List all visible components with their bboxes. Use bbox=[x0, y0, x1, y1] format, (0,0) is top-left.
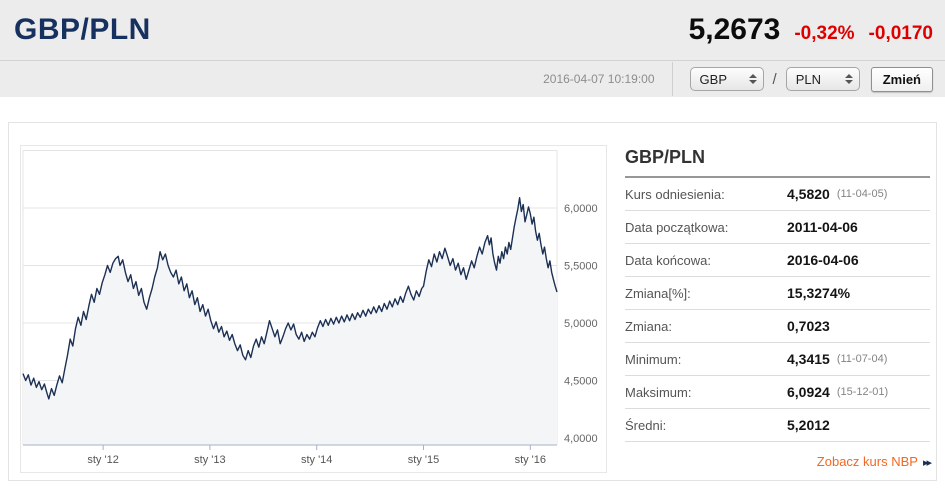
svg-text:4,5000: 4,5000 bbox=[564, 376, 598, 388]
nbp-rate-link[interactable]: Zobacz kurs NBP bbox=[816, 454, 918, 469]
stat-label: Data początkowa: bbox=[625, 219, 729, 235]
currency-separator: / bbox=[772, 70, 777, 88]
stat-label: Zmiana: bbox=[625, 318, 672, 334]
stat-value: 0,7023 bbox=[787, 318, 830, 334]
table-row: Data końcowa: 2016-04-06 bbox=[625, 244, 930, 277]
svg-text:4,0000: 4,0000 bbox=[564, 433, 598, 445]
stat-value: 15,3274% bbox=[787, 285, 851, 301]
double-arrow-icon: ▸▸ bbox=[922, 457, 932, 469]
controls-bar: 2016-04-07 10:19:00 GBP / PLN Zmień bbox=[0, 61, 945, 97]
stat-value: 4,3415 bbox=[787, 351, 830, 367]
price-block: 5,2673 -0,32% -0,0170 bbox=[689, 13, 933, 47]
stat-value: 4,5820 bbox=[787, 186, 830, 202]
change-percent: -0,32% bbox=[794, 23, 855, 44]
svg-text:sty '13: sty '13 bbox=[194, 454, 225, 466]
chart-canvas[interactable]: sty '12 sty '13 sty '14 sty '15 sty '16 6,000… bbox=[21, 146, 606, 472]
stat-label: Maksimum: bbox=[625, 384, 692, 400]
quote-currency-select[interactable]: PLN bbox=[785, 67, 860, 91]
table-row: Data początkowa: 2011-04-06 bbox=[625, 211, 930, 244]
svg-text:sty '16: sty '16 bbox=[515, 454, 546, 466]
table-row: Zmiana: 0,7023 bbox=[625, 310, 930, 343]
stat-value: 6,0924 bbox=[787, 384, 830, 400]
stat-label: Zmiana[%]: bbox=[625, 285, 691, 301]
svg-text:sty '12: sty '12 bbox=[87, 454, 118, 466]
stat-value: 5,2012 bbox=[787, 417, 830, 433]
stat-label: Minimum: bbox=[625, 351, 682, 367]
content-box: sty '12 sty '13 sty '14 sty '15 sty '16 6,000… bbox=[8, 122, 937, 481]
svg-text:sty '15: sty '15 bbox=[408, 454, 439, 466]
stat-date-note: (11-04-05) bbox=[836, 188, 888, 200]
svg-text:sty '14: sty '14 bbox=[301, 454, 332, 466]
quote-currency-value: PLN bbox=[795, 71, 821, 87]
change-pair-button[interactable]: Zmień bbox=[870, 66, 933, 92]
stat-label: Data końcowa: bbox=[625, 252, 711, 268]
table-row: Zmiana[%]: 15,3274% bbox=[625, 277, 930, 310]
stat-label: Średni: bbox=[625, 417, 667, 433]
stat-date-note: (11-07-04) bbox=[836, 353, 888, 365]
page-title: GBP/PLN bbox=[14, 13, 151, 46]
header-bar: GBP/PLN 5,2673 -0,32% -0,0170 bbox=[0, 0, 945, 61]
svg-text:6,0000: 6,0000 bbox=[564, 203, 598, 215]
table-row: Średni: 5,2012 bbox=[625, 409, 930, 442]
vertical-divider bbox=[671, 62, 673, 96]
base-currency-select[interactable]: GBP bbox=[689, 67, 764, 91]
table-row: Kurs odniesienia: 4,5820 (11-04-05) bbox=[625, 178, 930, 211]
svg-text:5,0000: 5,0000 bbox=[564, 318, 598, 330]
table-row: Maksimum: 6,0924 (15-12-01) bbox=[625, 376, 930, 409]
current-price: 5,2673 bbox=[688, 13, 781, 46]
base-currency-value: GBP bbox=[699, 71, 727, 87]
stepper-icon bbox=[844, 74, 853, 84]
table-row: Minimum: 4,3415 (11-07-04) bbox=[625, 343, 930, 376]
stats-panel: GBP/PLN Kurs odniesienia: 4,5820 (11-04-… bbox=[625, 147, 932, 471]
stats-title: GBP/PLN bbox=[625, 147, 930, 178]
stat-label: Kurs odniesienia: bbox=[625, 186, 725, 202]
nbp-link-row: Zobacz kurs NBP ▸▸ bbox=[625, 453, 932, 471]
stepper-icon bbox=[748, 74, 757, 84]
price-chart[interactable]: sty '12 sty '13 sty '14 sty '15 sty '16 6,000… bbox=[20, 145, 607, 473]
stat-value: 2011-04-06 bbox=[787, 219, 858, 235]
stat-date-note: (15-12-01) bbox=[836, 386, 889, 398]
stat-value: 2016-04-06 bbox=[787, 252, 859, 268]
svg-text:5,5000: 5,5000 bbox=[564, 261, 598, 273]
change-value: -0,0170 bbox=[868, 23, 933, 44]
quote-timestamp: 2016-04-07 10:19:00 bbox=[543, 72, 655, 86]
